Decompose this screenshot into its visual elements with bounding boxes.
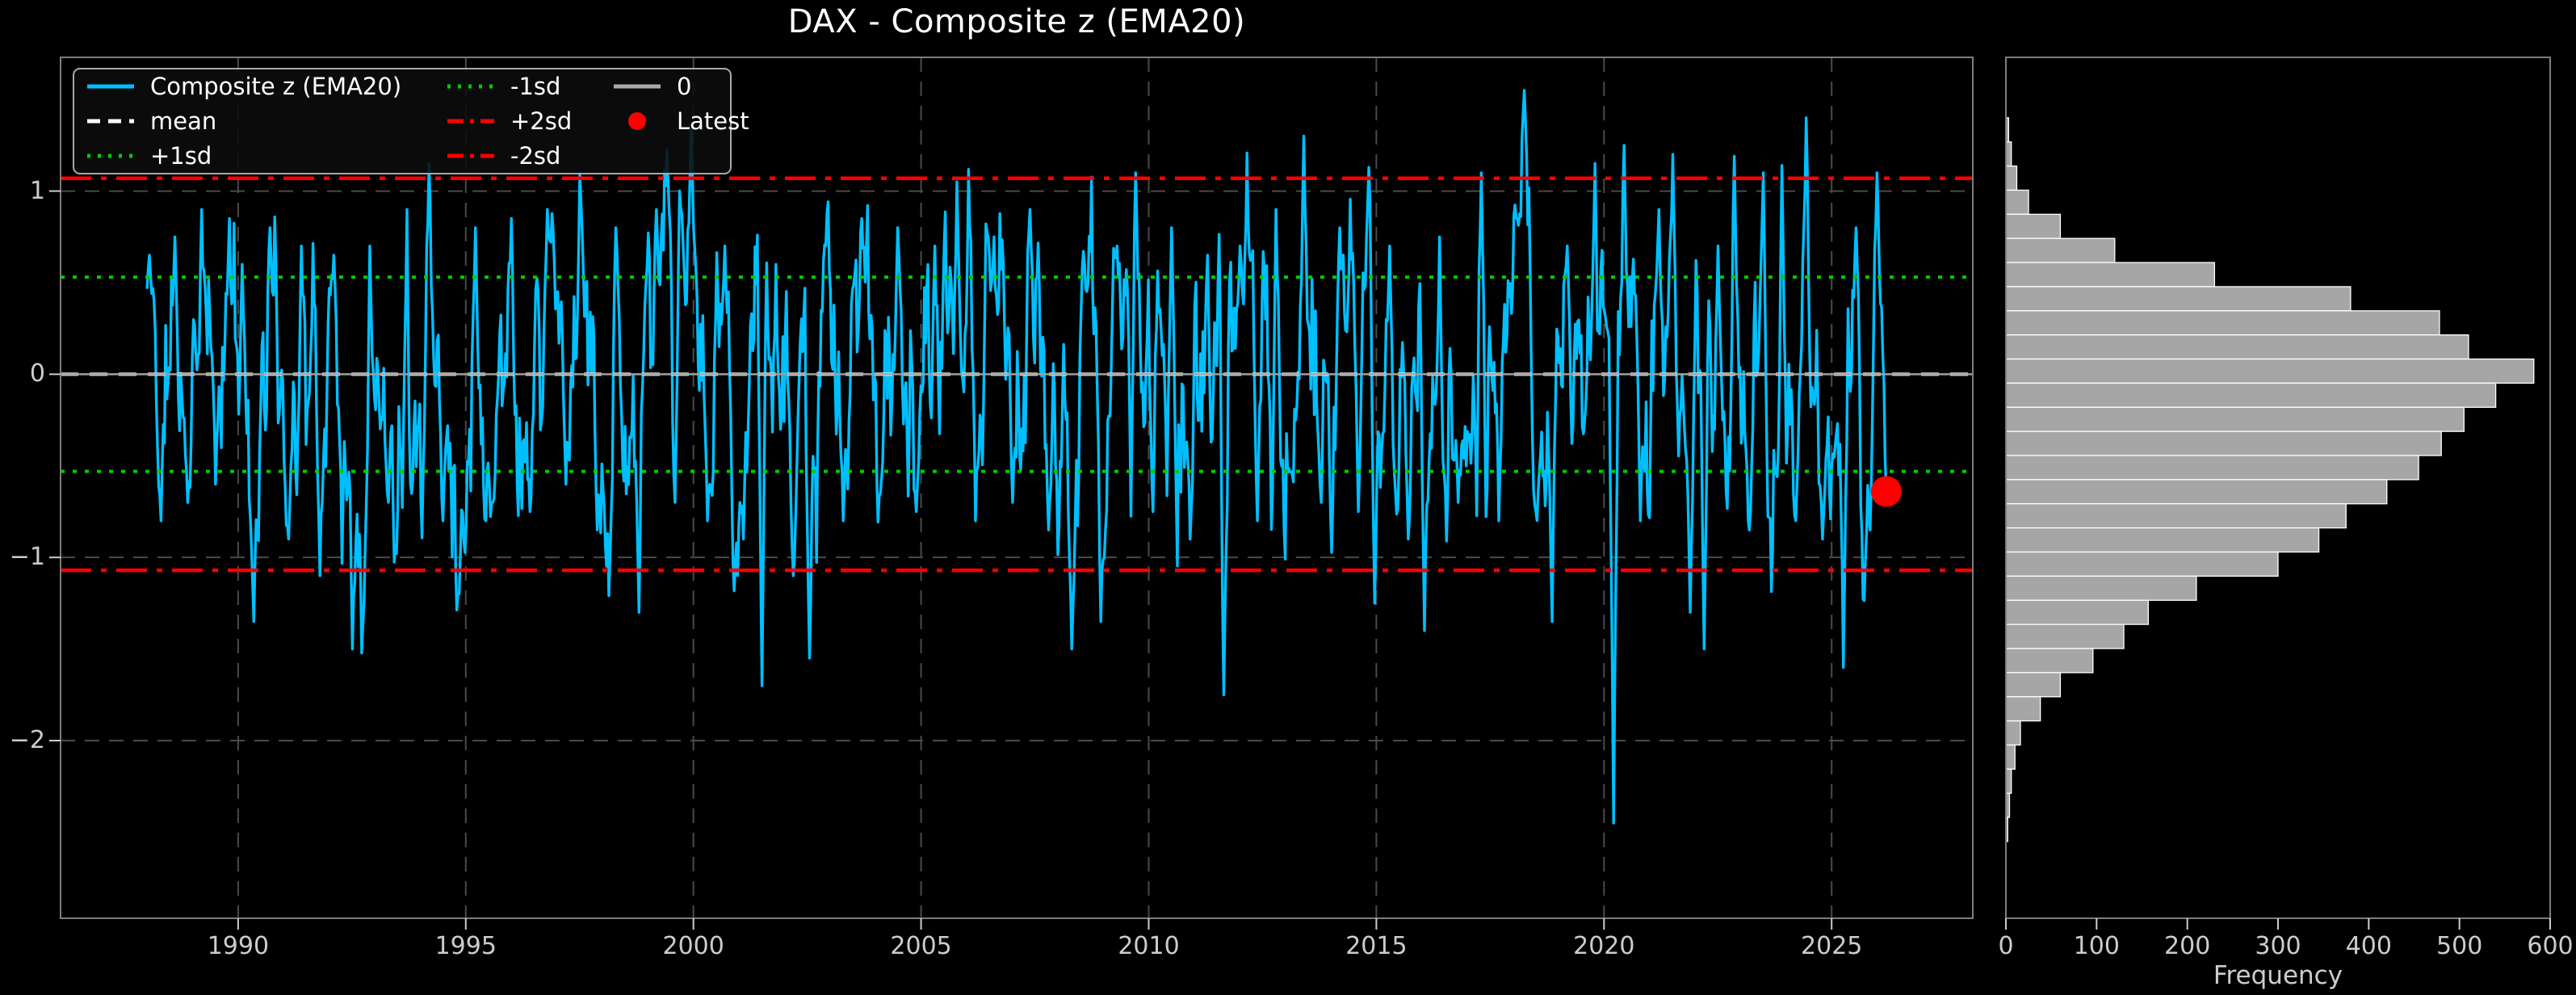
legend: Composite z (EMA20) mean +1sd -1sd +2sd -2sd 0… [73, 68, 749, 174]
histogram-bars [2006, 117, 2535, 842]
histogram-bar [2006, 213, 2062, 239]
legend-swatch-solid [614, 84, 661, 89]
histogram-bar [2006, 768, 2012, 794]
legend-label: Composite z (EMA20) [150, 73, 402, 101]
legend-swatch-dashdot [447, 119, 494, 124]
histogram-bar [2006, 358, 2535, 384]
legend-item--1sd: -1sd [446, 70, 612, 103]
histogram-bar [2006, 237, 2116, 263]
histogram-bar [2006, 599, 2150, 625]
legend-swatch-dotted [447, 84, 494, 89]
histogram-bar [2006, 455, 2419, 481]
legend-swatch-dotted [87, 153, 134, 158]
histogram-bar [2006, 623, 2125, 649]
legend-swatch-solid [87, 84, 134, 89]
histogram-bar [2006, 817, 2008, 842]
legend-item-composite-z-ema20-: Composite z (EMA20) [86, 70, 446, 103]
histogram-bar [2006, 286, 2352, 312]
histogram-bar [2006, 696, 2041, 722]
legend-item--2sd: +2sd [446, 105, 612, 137]
chart-title: DAX - Composite z (EMA20) [787, 3, 1246, 40]
histogram-bar [2006, 575, 2197, 601]
legend-item--2sd: -2sd [446, 140, 612, 172]
histogram-bar [2006, 430, 2442, 456]
histogram-bar [2006, 165, 2018, 191]
histogram-bar [2006, 334, 2469, 360]
legend-label: -1sd [510, 73, 561, 101]
main-axes-spine [60, 57, 1974, 919]
histogram-bar [2006, 648, 2094, 674]
legend-label: -2sd [510, 141, 561, 170]
legend-label: Latest [677, 107, 749, 135]
histogram-bar [2006, 189, 2029, 215]
legend-label: mean [150, 107, 217, 135]
histogram-bar [2006, 141, 2012, 167]
histogram-bar [2006, 551, 2279, 577]
histogram-bar [2006, 527, 2320, 553]
histogram-bar [2006, 262, 2216, 288]
histogram-bar [2006, 479, 2388, 505]
legend-swatch-dashdot [447, 153, 494, 158]
histogram-bar [2006, 382, 2497, 408]
legend-label: +1sd [150, 141, 212, 170]
composite-z-line [145, 89, 1888, 825]
legend-item-mean: mean [86, 105, 446, 137]
legend-item-0: 0 [612, 70, 725, 103]
legend-label: 0 [677, 73, 692, 101]
legend-item-latest: Latest [612, 105, 749, 137]
histogram-bar [2006, 744, 2016, 770]
histogram-bar [2006, 310, 2440, 336]
legend-label: +2sd [510, 107, 573, 135]
legend-item--1sd: +1sd [86, 140, 446, 172]
histogram-bar [2006, 720, 2021, 746]
histogram-bar [2006, 503, 2347, 529]
histogram-bar [2006, 672, 2062, 698]
histogram-bar [2006, 406, 2465, 432]
legend-swatch-marker [628, 111, 646, 130]
legend-swatch-dashed [87, 119, 134, 124]
latest-point-marker [1870, 476, 1902, 507]
